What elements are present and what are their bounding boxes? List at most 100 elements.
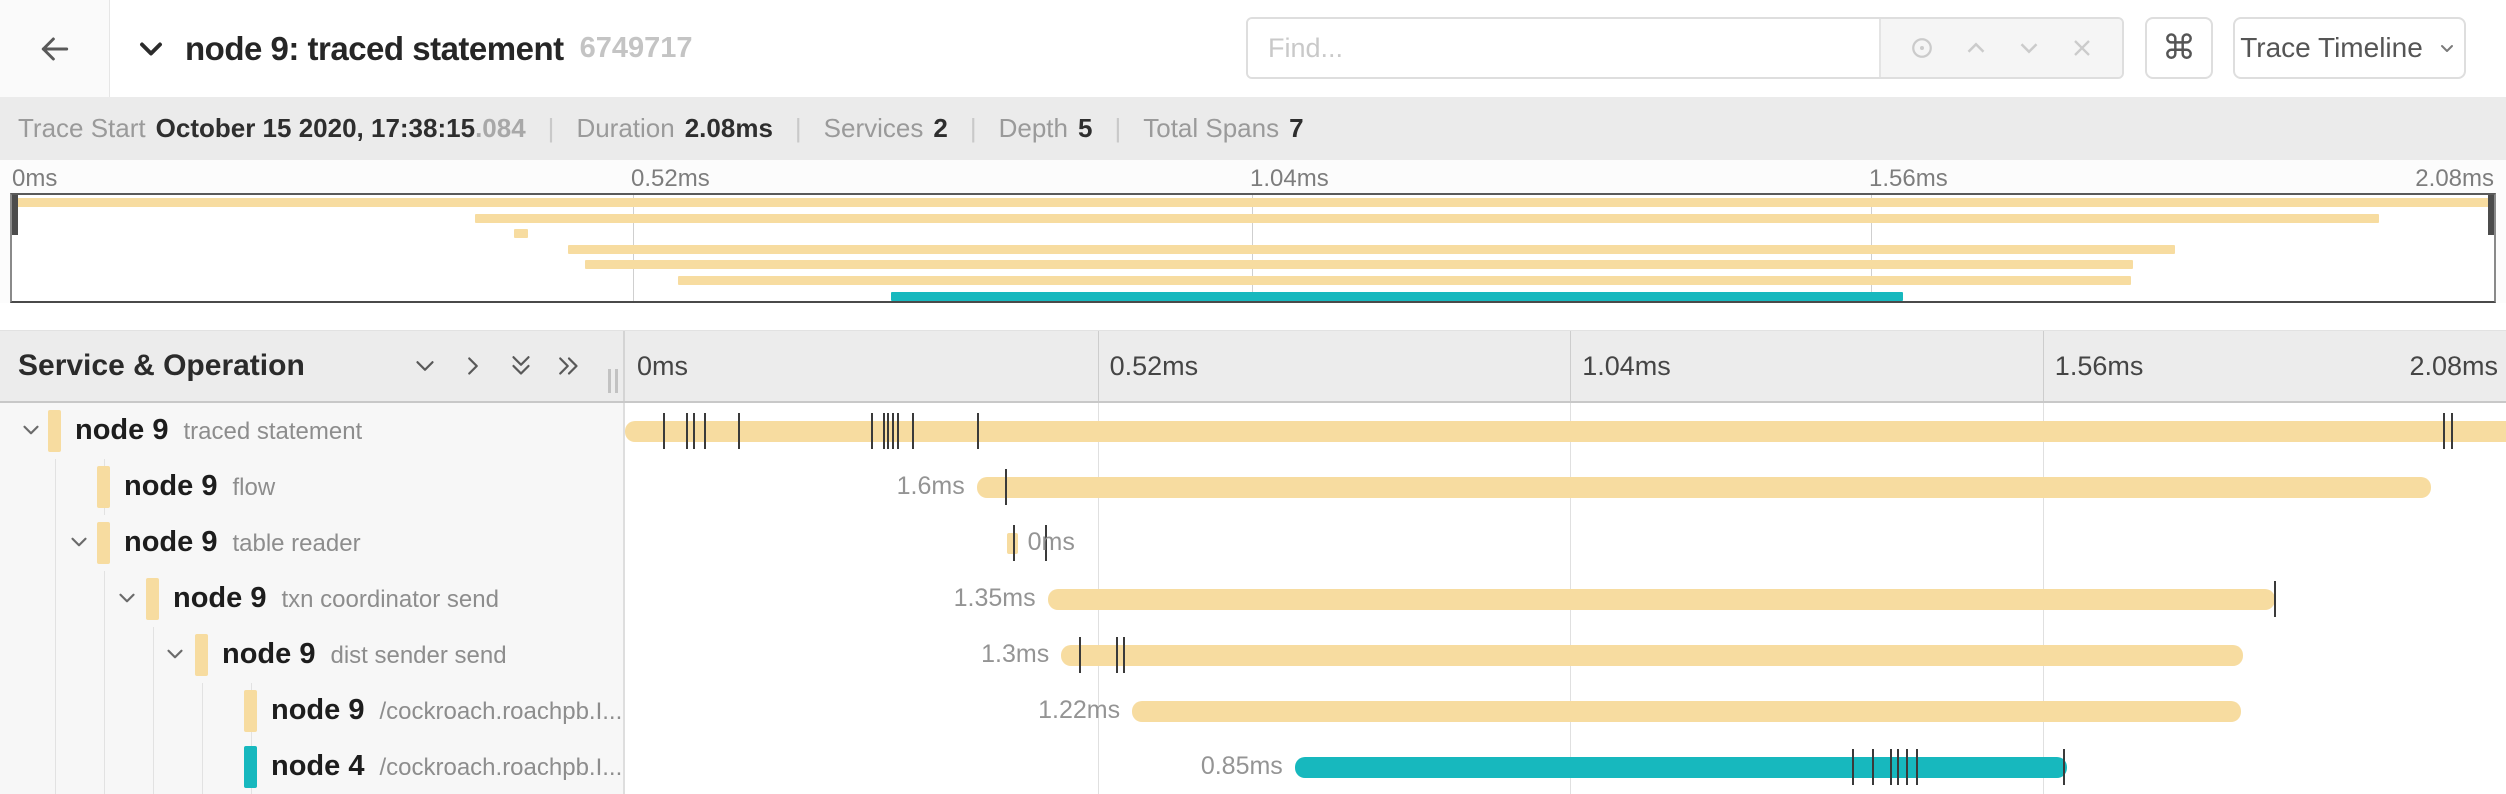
span-timeline-cell[interactable]: 1.35ms [625, 571, 2506, 627]
summary-value: 2.08ms [684, 113, 773, 143]
service-color-bar [97, 522, 110, 564]
expand-chevron-icon[interactable] [18, 417, 44, 443]
span-log-tick [2273, 581, 2276, 617]
span-log-tick [886, 413, 889, 449]
summary-label: Duration [576, 113, 675, 143]
minimap-right-handle[interactable] [2488, 195, 2494, 235]
column-resize-grip[interactable] [608, 369, 622, 393]
operation-name: traced statement [183, 418, 363, 445]
span-timeline-cell[interactable]: 0.85ms [625, 739, 2506, 794]
span-bar[interactable] [976, 477, 2431, 498]
trace-summary-bar: Trace Start October 15 2020, 17:38:15.084… [0, 97, 2506, 160]
service-color-bar [244, 746, 257, 788]
span-log-tick [1123, 637, 1126, 673]
minimap-span-bar [891, 291, 1904, 301]
back-button[interactable] [0, 0, 110, 97]
next-match-icon[interactable] [2014, 33, 2044, 63]
focus-match-icon[interactable] [1907, 33, 1937, 63]
tree-indent-guide [104, 683, 105, 739]
span-row: node 9 traced statement [0, 403, 2506, 459]
span-log-tick [1915, 749, 1918, 785]
span-log-tick [1906, 749, 1909, 785]
span-duration-label: 0ms [1027, 528, 1075, 556]
summary-item: Total Spans 7 [1143, 113, 1303, 144]
clear-search-icon[interactable] [2068, 34, 2096, 62]
span-name-cell[interactable]: node 9 table reader [0, 515, 625, 571]
find-tools [1879, 19, 2122, 77]
summary-label: Depth [998, 113, 1068, 143]
span-log-tick [2450, 413, 2453, 449]
span-bar[interactable] [1047, 589, 2275, 610]
title-collapse-chevron-icon[interactable] [133, 31, 169, 67]
span-name-cell[interactable]: node 4/cockroach.roachpb.I... [0, 739, 625, 794]
span-bar[interactable] [1294, 757, 2068, 778]
span-name-cell[interactable]: node 9 flow [0, 459, 625, 515]
span-log-tick [871, 413, 874, 449]
span-log-tick [1013, 525, 1016, 561]
prev-match-icon[interactable] [1961, 33, 1991, 63]
span-log-tick [2442, 413, 2445, 449]
minimap-left-handle[interactable] [12, 195, 18, 235]
span-duration-label: 1.3ms [981, 640, 1050, 668]
operation-name: dist sender send [330, 642, 507, 669]
tree-indent-guide [202, 739, 203, 794]
summary-value: 7 [1289, 113, 1304, 143]
span-row: node 9 dist sender send 1.3ms [0, 627, 2506, 683]
expand-one-icon[interactable] [458, 351, 488, 381]
keyboard-shortcuts-button[interactable]: ⌘ [2145, 17, 2213, 79]
span-timeline-cell[interactable]: 1.22ms [625, 683, 2506, 739]
span-timeline-cell[interactable]: 1.6ms [625, 459, 2506, 515]
span-duration-label: 0.85ms [1200, 752, 1283, 780]
span-name-cell[interactable]: node 9 txn coordinator send [0, 571, 625, 627]
minimap-axis: 0ms 0.52ms 1.04ms 1.56ms 2.08ms [0, 160, 2506, 193]
span-name-cell[interactable]: node 9 dist sender send [0, 627, 625, 683]
span-log-tick [1044, 525, 1047, 561]
span-name-cell[interactable]: node 9/cockroach.roachpb.I... [0, 683, 625, 739]
span-timeline-cell[interactable]: 1.3ms [625, 627, 2506, 683]
collapse-one-icon[interactable] [410, 351, 440, 381]
span-bar[interactable] [1061, 645, 2243, 666]
view-selector-dropdown[interactable]: Trace Timeline [2233, 17, 2466, 79]
span-bar[interactable] [625, 421, 2506, 442]
minimap-canvas[interactable] [10, 193, 2496, 303]
span-log-tick [1851, 749, 1854, 785]
tree-indent-guide [153, 683, 154, 739]
minimap-span-bar [585, 260, 2133, 270]
trace-minimap: 0ms 0.52ms 1.04ms 1.56ms 2.08ms [0, 160, 2506, 303]
span-name-cell[interactable]: node 9 traced statement [0, 403, 625, 459]
service-color-bar [195, 634, 208, 676]
expand-chevron-icon[interactable] [162, 641, 188, 667]
timeline-gridline [1570, 515, 1572, 571]
summary-value-suffix: .084 [475, 113, 526, 143]
service-color-bar [97, 466, 110, 508]
tree-indent-guide [55, 515, 56, 571]
summary-item: Trace Start October 15 2020, 17:38:15.084 [18, 113, 526, 144]
operation-name: txn coordinator send [281, 586, 499, 613]
summary-item: Depth 5 [999, 113, 1093, 144]
collapse-all-icon[interactable] [506, 351, 536, 381]
span-bar[interactable] [1006, 533, 1018, 554]
span-timeline-cell[interactable]: 0ms [625, 515, 2506, 571]
minimap-axis-tick: 1.56ms [1869, 165, 1948, 192]
expand-chevron-icon[interactable] [66, 529, 92, 555]
span-log-tick [663, 413, 666, 449]
expand-all-icon[interactable] [554, 351, 584, 381]
tree-indent-guide [55, 683, 56, 739]
span-log-tick [896, 413, 899, 449]
summary-divider: | [1114, 113, 1122, 143]
span-log-tick [1115, 637, 1118, 673]
span-bar[interactable] [1132, 701, 2241, 722]
expand-chevron-icon[interactable] [114, 585, 140, 611]
summary-divider: | [794, 113, 802, 143]
timeline-header-gridline [1570, 331, 1572, 401]
span-row: node 4/cockroach.roachpb.I... 0.85ms [0, 739, 2506, 794]
operation-name: flow [232, 474, 276, 501]
span-timeline-cell[interactable] [625, 403, 2506, 459]
span-duration-label: 1.6ms [896, 472, 965, 500]
service-operation-header: Service & Operation [0, 331, 625, 401]
tree-indent-guide [153, 627, 154, 683]
service-name: node 9 table reader [124, 526, 361, 558]
minimap-axis-tick: 1.04ms [1250, 165, 1329, 192]
find-input[interactable] [1248, 19, 1879, 77]
